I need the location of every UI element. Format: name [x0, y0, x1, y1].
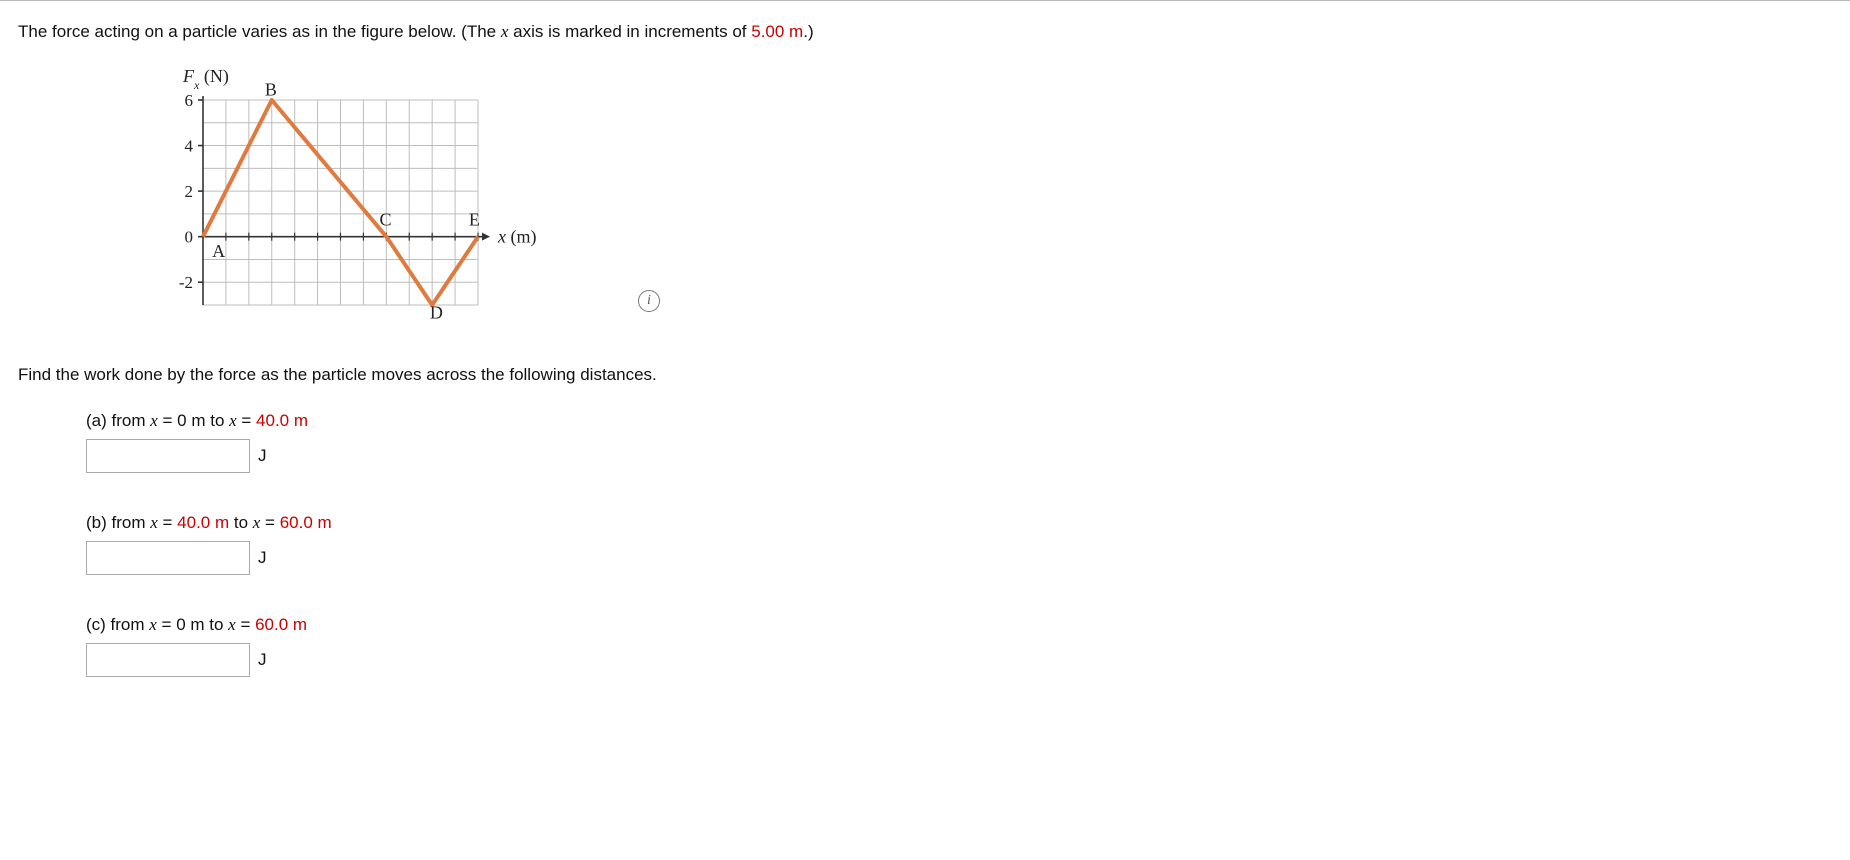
part-b-x2var: x: [253, 513, 261, 532]
part-a-x2: 40.0 m: [256, 411, 308, 430]
part-a-input[interactable]: [86, 439, 250, 473]
svg-text:x (m): x (m): [497, 226, 537, 247]
problem-intro: The force acting on a particle varies as…: [18, 19, 1832, 45]
part-a-x1: 0 m: [177, 411, 205, 430]
part-c-x2: 60.0 m: [255, 615, 307, 634]
svg-text:6: 6: [185, 91, 194, 110]
part-b-input[interactable]: [86, 541, 250, 575]
info-icon[interactable]: i: [638, 290, 660, 312]
part-a-unit: J: [258, 446, 267, 466]
intro-suffix: .): [803, 22, 813, 41]
part-b-x1: 40.0 m: [177, 513, 229, 532]
part-c-x2var: x: [228, 615, 236, 634]
part-a-x2var: x: [229, 411, 237, 430]
svg-text:0: 0: [185, 227, 194, 246]
part-b-x2: 60.0 m: [280, 513, 332, 532]
svg-text:4: 4: [185, 136, 194, 155]
svg-text:B: B: [265, 79, 277, 99]
svg-text:-2: -2: [179, 273, 193, 292]
part-c-x1var: x: [149, 615, 157, 634]
part-a-x1var: x: [150, 411, 158, 430]
part-a-label: (a) from: [86, 411, 150, 430]
part-b-unit: J: [258, 548, 267, 568]
part-c-x1: 0 m: [176, 615, 204, 634]
part-c-input[interactable]: [86, 643, 250, 677]
part-c-to: to: [205, 615, 229, 634]
part-b-to: to: [229, 513, 253, 532]
part-a-to: to: [206, 411, 230, 430]
svg-text:D: D: [430, 302, 443, 322]
svg-text:Fx (N): Fx (N): [182, 66, 229, 92]
part-b-x1var: x: [150, 513, 158, 532]
part-b: (b) from x = 40.0 m to x = 60.0 m J: [86, 513, 1832, 575]
part-b-label: (b) from: [86, 513, 150, 532]
intro-mid: axis is marked in increments of: [508, 22, 751, 41]
part-c-unit: J: [258, 650, 267, 670]
svg-text:2: 2: [185, 182, 194, 201]
intro-prefix: The force acting on a particle varies as…: [18, 22, 501, 41]
force-chart: -2 0 2 4 6Fx (N) x (m) A B C D E: [148, 55, 568, 335]
part-a: (a) from x = 0 m to x = 40.0 m J: [86, 411, 1832, 473]
instruction-text: Find the work done by the force as the p…: [18, 365, 1832, 385]
increment-value: 5.00 m: [751, 22, 803, 41]
part-c: (c) from x = 0 m to x = 60.0 m J: [86, 615, 1832, 677]
part-c-label: (c) from: [86, 615, 149, 634]
svg-text:A: A: [212, 241, 225, 261]
svg-text:C: C: [379, 209, 391, 229]
svg-text:E: E: [469, 209, 480, 229]
